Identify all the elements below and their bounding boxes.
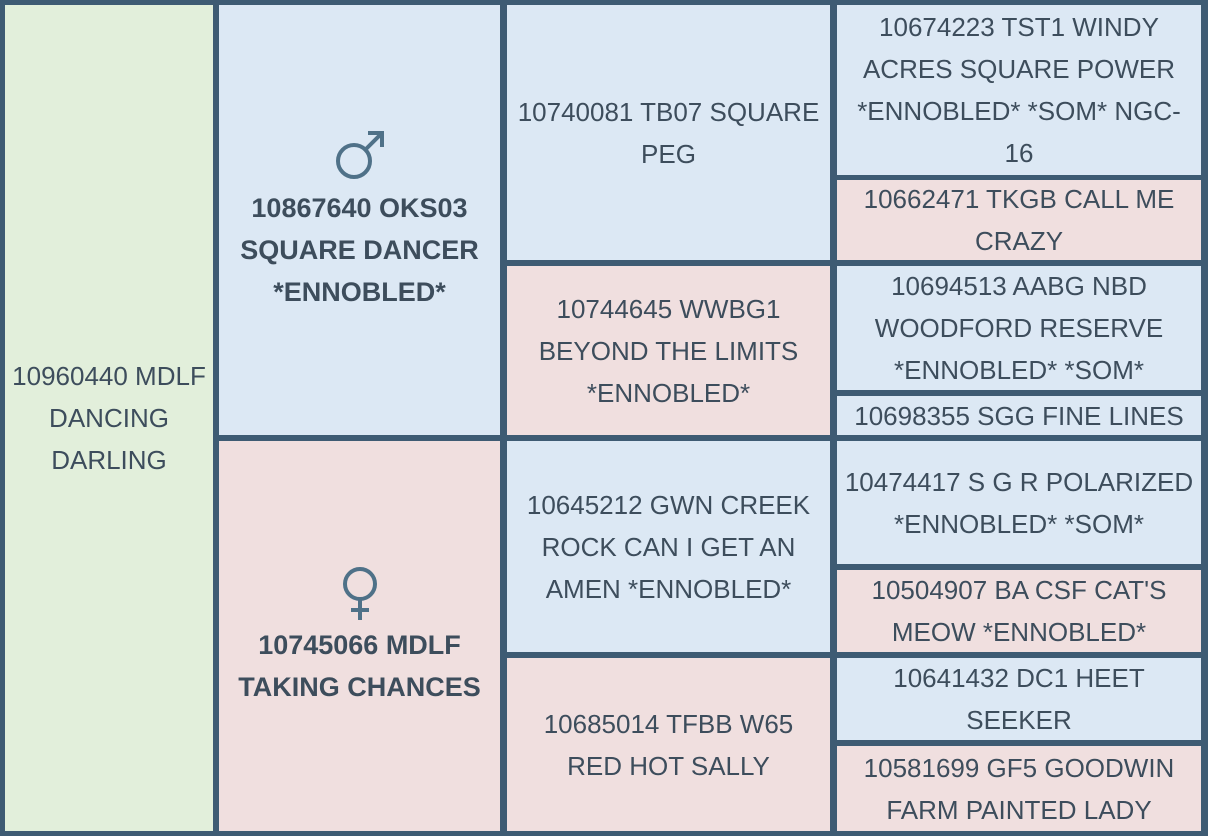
pedigree-cell: 10698355 SGG FINE LINES	[837, 396, 1201, 435]
horse-name: 10581699 GF5 GOODWIN FARM PAINTED LADY	[863, 752, 1175, 825]
female-icon	[342, 567, 377, 620]
horse-name: 10504907 BA CSF CAT'S MEOW *ENNOBLED*	[871, 575, 1167, 647]
pedigree-cell: 10474417 S G R POLARIZED *ENNOBLED* *SOM…	[837, 441, 1201, 564]
pedigree-cell: 10504907 BA CSF CAT'S MEOW *ENNOBLED*	[837, 570, 1201, 652]
pedigree-cell: 10740081 TB07 SQUARE PEG	[507, 5, 830, 260]
horse-name: 10740081 TB07 SQUARE PEG	[517, 96, 820, 169]
pedigree-cell: 10744645 WWBG1 BEYOND THE LIMITS *ENNOBL…	[507, 266, 830, 435]
pedigree-cell: 10645212 GWN CREEK ROCK CAN I GET AN AME…	[507, 441, 830, 652]
pedigree-cell: 10662471 TKGB CALL ME CRAZY	[837, 180, 1201, 260]
pedigree-cell: 10960440 MDLF DANCING DARLING	[5, 5, 213, 831]
pedigree-cell: 10694513 AABG NBD WOODFORD RESERVE *ENNO…	[837, 266, 1201, 390]
pedigree-cell: 10641432 DC1 HEET SEEKER	[837, 658, 1201, 740]
horse-name: 10662471 TKGB CALL ME CRAZY	[863, 184, 1175, 256]
horse-name: 10474417 S G R POLARIZED *ENNOBLED* *SOM…	[844, 466, 1194, 539]
male-icon	[335, 131, 384, 179]
horse-name: 10674223 TST1 WINDY ACRES SQUARE POWER *…	[857, 12, 1181, 168]
horse-name: 10698355 SGG FINE LINES	[854, 400, 1184, 431]
pedigree-cell: 10581699 GF5 GOODWIN FARM PAINTED LADY	[837, 746, 1201, 831]
horse-name: 10960440 MDLF DANCING DARLING	[12, 361, 206, 475]
pedigree-cell: 10745066 MDLF TAKING CHANCES	[219, 441, 500, 831]
horse-name: 10694513 AABG NBD WOODFORD RESERVE *ENNO…	[874, 271, 1164, 385]
horse-name: 10867640 OKS03 SQUARE DANCER *ENNOBLED*	[240, 193, 479, 307]
pedigree-cell: 10674223 TST1 WINDY ACRES SQUARE POWER *…	[837, 5, 1201, 175]
pedigree-cell: 10685014 TFBB W65 RED HOT SALLY	[507, 658, 830, 831]
horse-name: 10641432 DC1 HEET SEEKER	[893, 663, 1145, 735]
horse-name: 10745066 MDLF TAKING CHANCES	[238, 630, 481, 702]
horse-name: 10645212 GWN CREEK ROCK CAN I GET AN AME…	[526, 489, 811, 604]
pedigree-cell: 10867640 OKS03 SQUARE DANCER *ENNOBLED*	[219, 5, 500, 435]
horse-name: 10685014 TFBB W65 RED HOT SALLY	[543, 708, 794, 781]
horse-name: 10744645 WWBG1 BEYOND THE LIMITS *ENNOBL…	[538, 293, 799, 408]
